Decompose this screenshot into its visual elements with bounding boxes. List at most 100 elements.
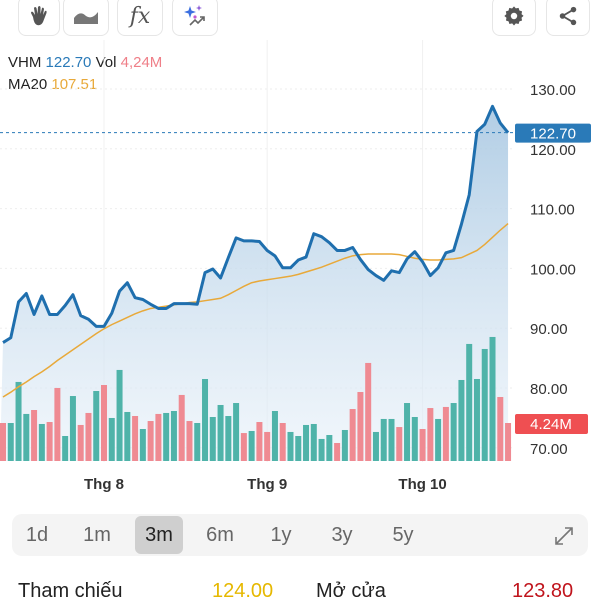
volume-bar (132, 416, 139, 461)
ai-sparkle-chart-icon (184, 5, 205, 26)
volume-bar (279, 423, 286, 461)
volume-bar (435, 418, 442, 461)
share-button[interactable] (546, 0, 590, 36)
volume-bar (372, 431, 379, 461)
range-6m[interactable]: 6m (206, 523, 234, 546)
volume-bar (295, 435, 302, 461)
share-icon (559, 6, 577, 26)
volume-bar (326, 435, 333, 461)
volume-bar (357, 391, 364, 461)
ma-label: MA20 (8, 76, 48, 93)
volume-bar (450, 403, 457, 461)
volume-bar (194, 423, 201, 461)
volume-bar (466, 343, 473, 461)
volume-bar (380, 418, 387, 461)
range-5y[interactable]: 5y (392, 523, 414, 546)
range-1m[interactable]: 1m (83, 523, 111, 546)
volume-bar (0, 423, 6, 461)
time-range-selector: 1d 1m 3m 6m 1y 3y 5y (12, 514, 588, 556)
price-chart[interactable]: 130.00 120.00 110.00 100.00 90.00 80.00 70.00 T… (0, 0, 600, 500)
range-1y[interactable]: 1y (270, 523, 292, 546)
volume-bar (77, 424, 84, 461)
volume-bar (46, 422, 53, 461)
volume-bar (349, 409, 356, 461)
vol-label: Vol (95, 54, 117, 71)
y-tick-label: 130.00 (530, 82, 576, 99)
volume-bar (23, 413, 30, 461)
range-3m[interactable]: 3m (135, 516, 183, 554)
volume-bar (186, 421, 193, 461)
y-tick-label: 120.00 (530, 142, 576, 159)
volume-bar (505, 423, 512, 461)
volume-bar (209, 416, 216, 461)
x-tick-label: Thg 9 (247, 476, 287, 493)
open-label: Mở cửa (316, 580, 386, 602)
volume-bar (170, 410, 177, 461)
function-fx-icon: fx (129, 3, 151, 29)
price-area (0, 106, 509, 461)
volume-bar (365, 362, 372, 461)
volume-bar (178, 394, 185, 461)
volume-bar (287, 431, 294, 461)
volume-bar (240, 433, 247, 461)
expand-icon[interactable] (552, 524, 576, 548)
range-3y[interactable]: 3y (331, 523, 353, 546)
symbol: VHM (8, 54, 42, 71)
vol-value: 4,24M (120, 54, 163, 71)
last-volume-tag-text: 4.24M (530, 416, 572, 433)
last-price: 122.70 (45, 54, 92, 71)
volume-bar (404, 403, 411, 461)
volume-bar (427, 408, 434, 461)
volume-bar (411, 416, 418, 461)
price-line (2, 104, 510, 344)
volume-bar (419, 429, 426, 461)
volume-bar (442, 406, 449, 461)
gear-icon (504, 6, 524, 26)
volume-bar (396, 427, 403, 461)
volume-bar (310, 423, 317, 461)
volume-bar (108, 417, 115, 461)
volume-bar (303, 424, 310, 461)
y-tick-label: 110.00 (530, 202, 575, 219)
x-tick-label: Thg 8 (84, 476, 124, 493)
volume-bar (225, 416, 232, 461)
volume-bar (264, 431, 271, 461)
volume-bar (473, 378, 480, 461)
y-tick-label: 80.00 (530, 381, 568, 398)
ai-analysis-button[interactable] (172, 0, 218, 36)
volume-bar (248, 430, 255, 461)
volume-bar (101, 385, 108, 461)
volume-bar (31, 410, 38, 461)
last-volume-tag (515, 414, 588, 434)
volume-bar (256, 422, 263, 461)
last-price-tag-text: 122.70 (530, 126, 576, 143)
volume-bar (318, 438, 325, 461)
settings-button[interactable] (492, 0, 536, 36)
volume-bar (93, 391, 100, 461)
volume-bar (481, 348, 488, 461)
volume-bar (7, 423, 14, 461)
volume-bar (202, 378, 209, 461)
hand-icon (31, 6, 47, 26)
volume-bar (85, 412, 92, 461)
volume-bar (341, 429, 348, 461)
volume-bar (139, 429, 146, 461)
open-value: 123.80 (512, 580, 574, 602)
chart-type-button[interactable] (63, 0, 109, 36)
volume-bar (116, 369, 123, 461)
volume-bar (233, 403, 240, 461)
volume-bar (15, 381, 22, 461)
reference-value: 124.00 (212, 580, 274, 602)
hand-tool-button[interactable] (18, 0, 60, 36)
volume-bar (147, 421, 154, 461)
volume-bar (155, 413, 162, 461)
area-chart-icon (74, 12, 98, 24)
volume-bar (38, 423, 45, 461)
reference-label: Tham chiếu (18, 580, 123, 602)
volume-bar (69, 396, 76, 461)
indicator-button[interactable]: fx (117, 0, 163, 36)
volume-bar (124, 411, 131, 461)
ma20-line (2, 222, 509, 398)
last-price-tag (515, 123, 591, 143)
range-1d[interactable]: 1d (25, 523, 49, 546)
